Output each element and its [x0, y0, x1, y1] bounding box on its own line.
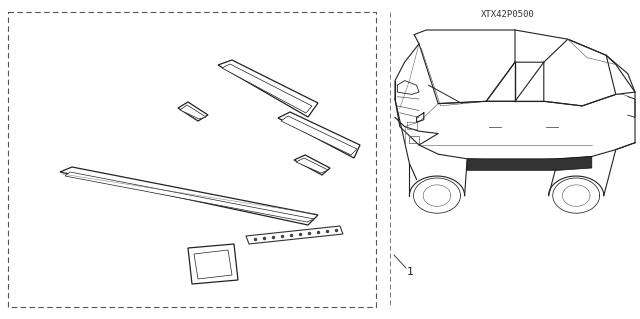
Polygon shape — [278, 112, 360, 158]
Polygon shape — [65, 172, 314, 222]
Polygon shape — [178, 102, 208, 121]
Polygon shape — [467, 157, 592, 170]
Polygon shape — [296, 158, 328, 173]
Bar — [8, 12, 376, 307]
Polygon shape — [218, 60, 318, 117]
Polygon shape — [180, 105, 206, 119]
Polygon shape — [246, 226, 343, 244]
Polygon shape — [222, 64, 312, 113]
Polygon shape — [60, 167, 318, 225]
Polygon shape — [188, 244, 238, 284]
Polygon shape — [194, 250, 232, 279]
Text: XTX42P0500: XTX42P0500 — [481, 10, 535, 19]
Polygon shape — [281, 116, 357, 155]
Polygon shape — [294, 155, 330, 175]
Text: 1: 1 — [406, 267, 413, 277]
